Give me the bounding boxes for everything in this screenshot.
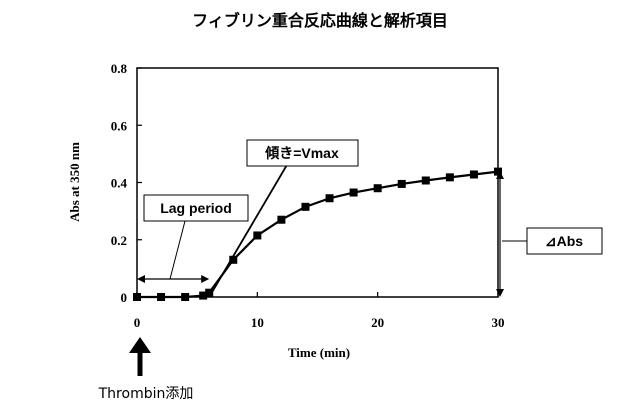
lag-label: Lag period — [160, 200, 232, 216]
y-tick-label: 0 — [121, 290, 128, 305]
slope-annotation — [208, 153, 295, 298]
lag-label-box — [143, 194, 249, 222]
slope-label-box — [246, 139, 359, 167]
data-point — [301, 202, 310, 211]
data-point — [157, 293, 166, 301]
series-layer — [133, 167, 502, 301]
lag-arrow-left-head — [137, 275, 145, 283]
data-point — [199, 291, 208, 300]
data-point — [469, 170, 478, 179]
x-tick-label: 10 — [251, 315, 264, 330]
delta-label: ⊿Abs — [545, 233, 583, 249]
lag-period-annotation — [137, 220, 210, 283]
data-point — [373, 184, 382, 193]
lag-arrow-right-head — [201, 275, 210, 283]
x-tick-label: 0 — [134, 315, 141, 330]
delta-label-box — [526, 227, 603, 255]
data-point — [133, 293, 141, 301]
x-tick-label: 30 — [492, 315, 505, 330]
x-axis-label: Time (min) — [288, 345, 350, 360]
y-axis-ticks: 0 0.2 0.4 0.6 0.8 — [111, 61, 142, 305]
series-line — [137, 170, 499, 299]
delta-arrow-top-head — [496, 171, 504, 180]
data-point — [421, 176, 430, 185]
slope-label: 傾き=Vmax — [264, 145, 339, 161]
y-tick-label: 0.4 — [111, 176, 128, 191]
data-point — [325, 194, 334, 203]
data-point — [253, 231, 262, 240]
y-axis-label: Abs at 350 nm — [67, 142, 82, 222]
y-tick-label: 0.2 — [111, 233, 127, 248]
slope-tangent-line — [208, 153, 295, 298]
thrombin-label: Thrombin添加 — [98, 386, 194, 402]
y-tick-label: 0.6 — [111, 118, 128, 133]
data-point — [397, 179, 406, 188]
y-tick-label: 0.8 — [111, 61, 128, 76]
x-tick-label: 20 — [371, 315, 384, 330]
delta-abs-annotation — [496, 171, 527, 297]
delta-arrow-bottom-head — [496, 289, 504, 297]
data-point — [205, 288, 214, 297]
lag-leader-line — [169, 220, 186, 280]
plot-frame — [136, 67, 499, 298]
chart-title: フィブリン重合反応曲線と解析項目 — [192, 11, 448, 30]
thrombin-arrow-icon — [129, 337, 151, 376]
data-point — [445, 173, 454, 182]
data-point — [494, 167, 502, 176]
data-point — [181, 293, 190, 301]
data-point — [229, 255, 238, 264]
data-point — [277, 215, 286, 224]
data-point — [349, 188, 358, 197]
